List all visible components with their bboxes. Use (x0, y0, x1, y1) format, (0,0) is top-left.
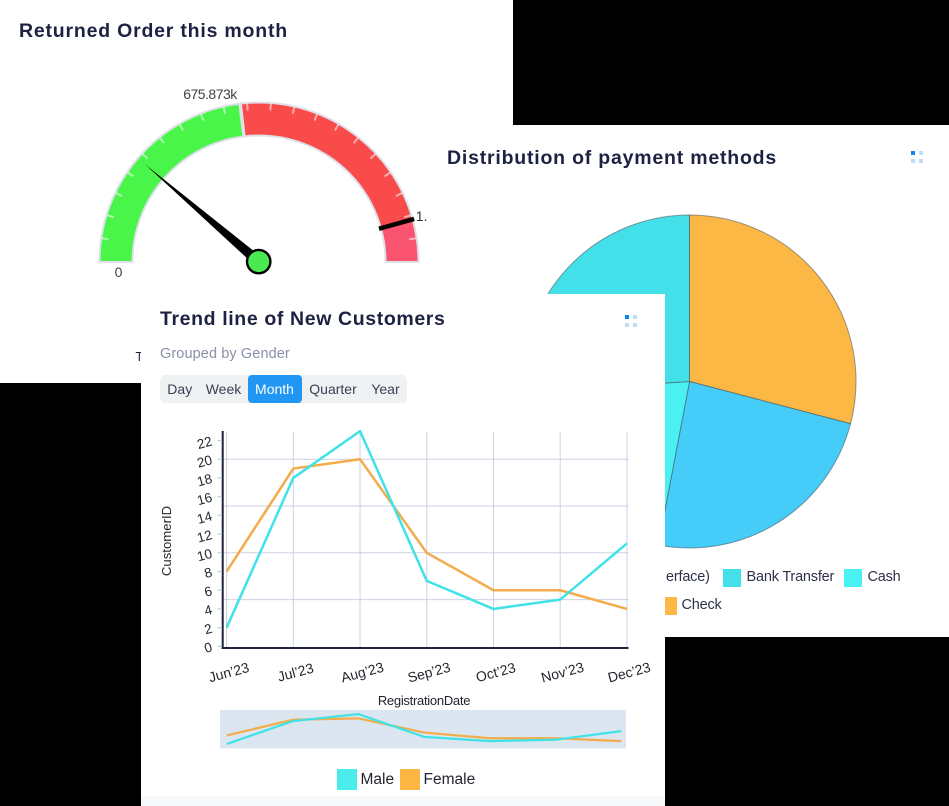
svg-text:12: 12 (195, 527, 213, 545)
svg-text:14: 14 (195, 508, 214, 527)
svg-text:2: 2 (203, 621, 214, 637)
svg-text:Nov’23: Nov’23 (539, 659, 585, 686)
svg-text:22: 22 (195, 434, 213, 452)
svg-text:Jun’23: Jun’23 (207, 659, 251, 685)
svg-text:4: 4 (203, 602, 215, 619)
svg-text:20: 20 (195, 452, 213, 470)
svg-text:Dec’23: Dec’23 (606, 659, 652, 686)
svg-text:16: 16 (195, 490, 213, 508)
svg-text:6: 6 (203, 583, 214, 599)
svg-text:Sep’23: Sep’23 (406, 659, 452, 686)
svg-text:10: 10 (195, 546, 213, 564)
svg-text:Aug’23: Aug’23 (339, 659, 385, 686)
svg-text:Jul’23: Jul’23 (276, 660, 316, 685)
svg-text:8: 8 (203, 565, 214, 581)
svg-text:Oct’23: Oct’23 (474, 659, 517, 685)
svg-text:18: 18 (195, 471, 213, 489)
svg-text:0: 0 (203, 640, 214, 656)
svg-text:CustomerID: CustomerID (159, 506, 174, 576)
